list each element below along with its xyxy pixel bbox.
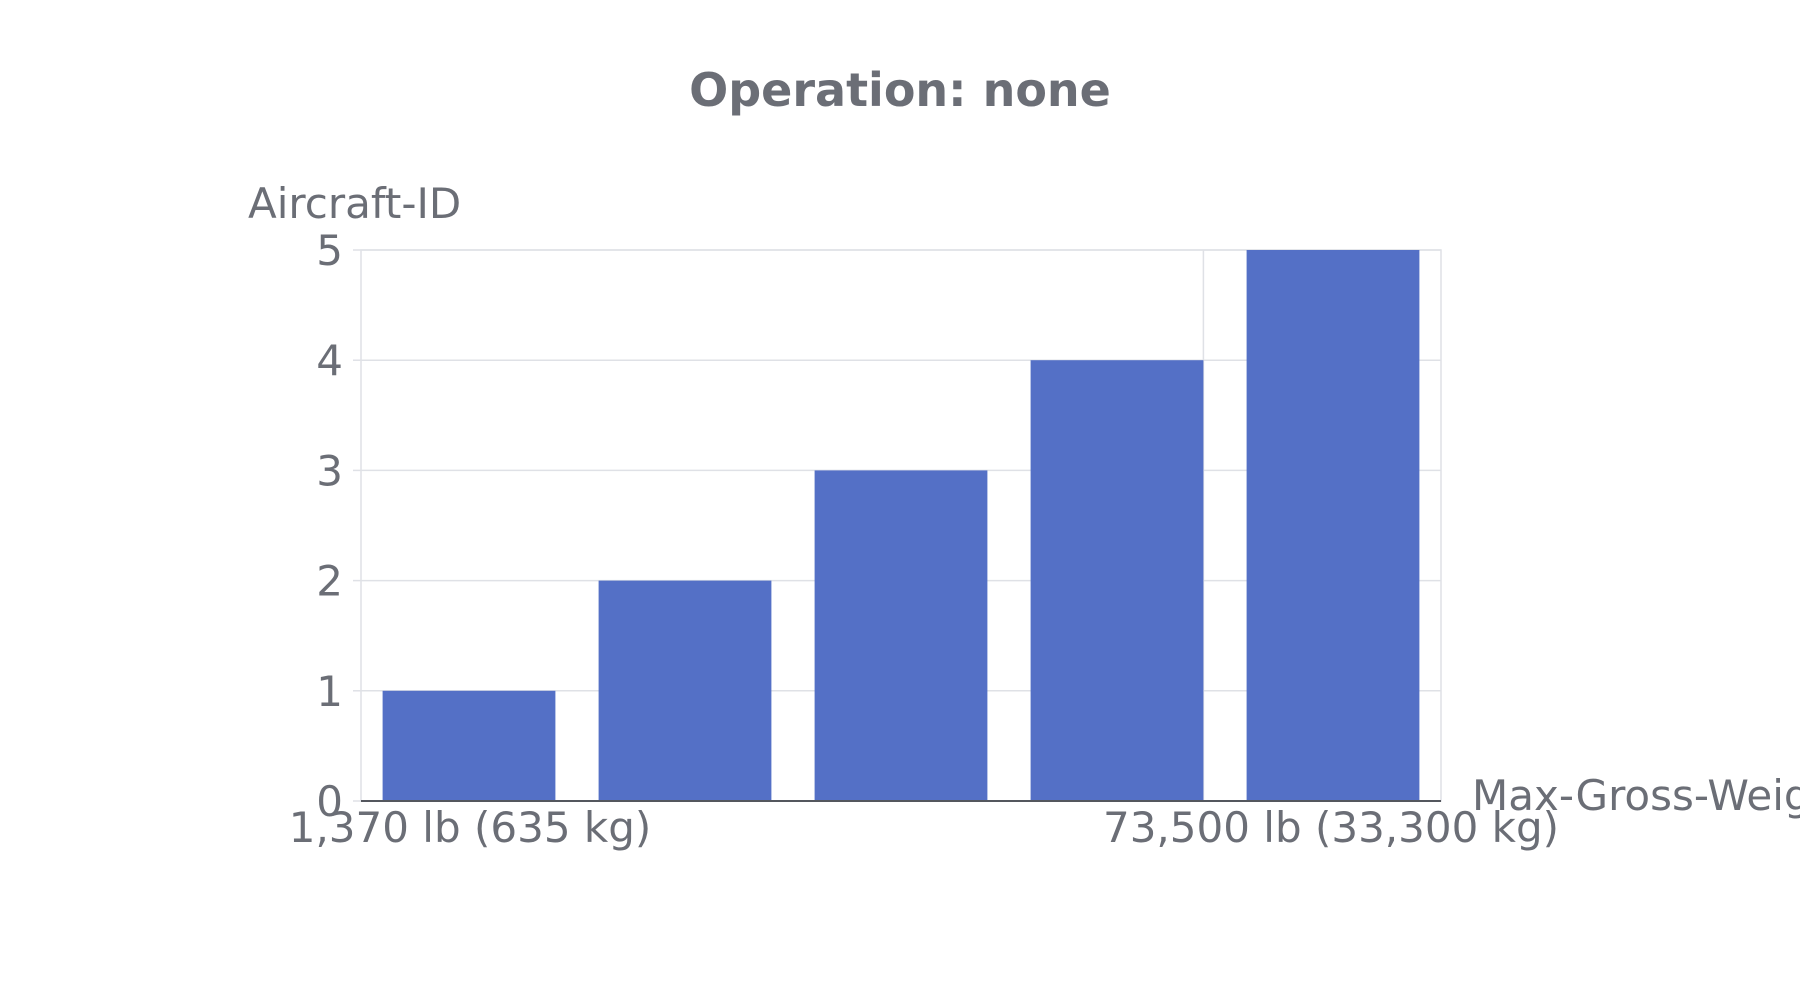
bar-2 <box>598 580 772 801</box>
tick-labels: 0 1 2 3 4 5 1,370 lb (635 kg) 73,500 lb (33,300… <box>289 226 1559 852</box>
x-tick-label-first: 1,370 lb (635 kg) <box>289 803 652 852</box>
x-axis-label: Max-Gross-Weight <box>1472 771 1800 820</box>
chart-title: Operation: none <box>689 63 1111 117</box>
y-tick-label: 1 <box>316 667 343 716</box>
y-tick-label: 0 <box>316 777 343 826</box>
bar-3 <box>814 470 988 801</box>
y-axis-label: Aircraft-ID <box>248 179 461 228</box>
y-tick-label: 2 <box>316 557 343 606</box>
y-tick-label: 3 <box>316 446 343 495</box>
bar-4 <box>1030 360 1204 801</box>
y-tick-label: 4 <box>316 336 343 385</box>
bar-1 <box>382 690 556 801</box>
y-tick-label: 5 <box>316 226 343 275</box>
x-tick-label-last: 73,500 lb (33,300 kg) <box>1103 803 1559 852</box>
bar-5 <box>1246 250 1420 801</box>
bars <box>382 250 1420 801</box>
